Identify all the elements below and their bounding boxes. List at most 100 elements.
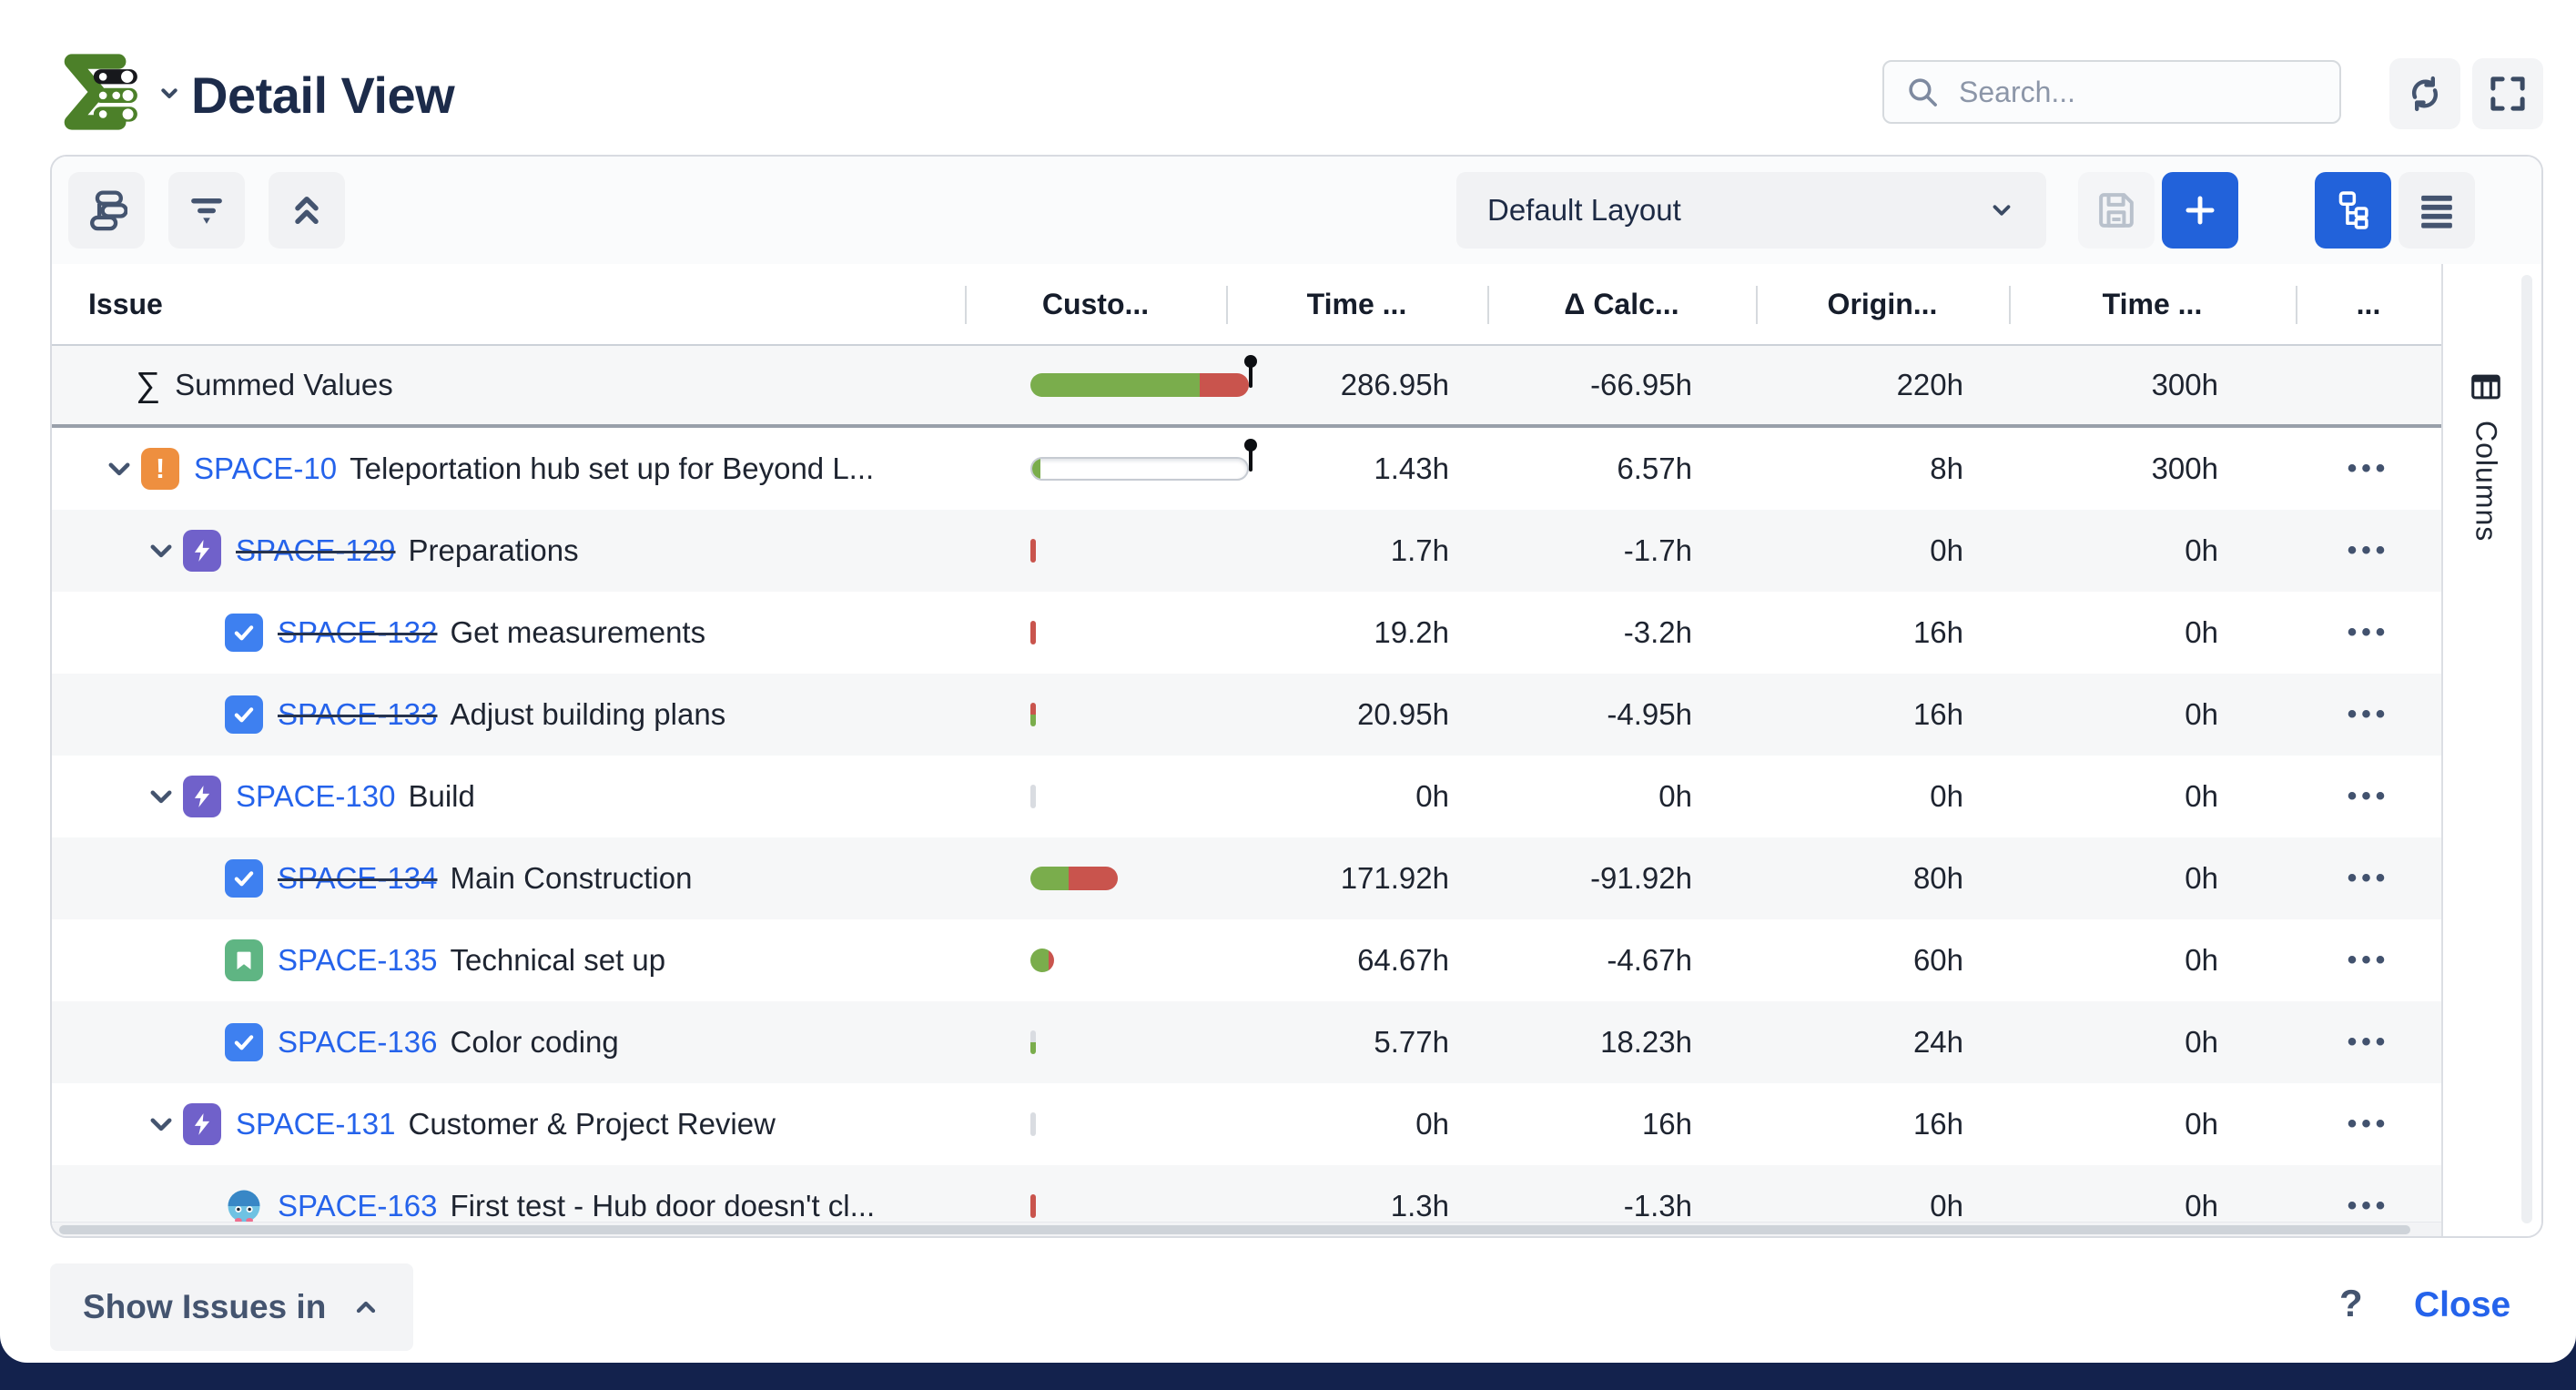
- row-menu-button[interactable]: •••: [2347, 1027, 2390, 1057]
- original-estimate-value: 16h: [1912, 1107, 1963, 1141]
- app-logo-sigma-icon: [64, 54, 137, 130]
- row-menu-button[interactable]: •••: [2347, 699, 2390, 729]
- column-header-3[interactable]: Δ Calc...: [1487, 264, 1756, 344]
- fullscreen-button[interactable]: [2472, 58, 2543, 129]
- tree-view-button[interactable]: [2315, 172, 2391, 249]
- search-input[interactable]: [1959, 75, 2321, 109]
- subtask-check-icon: [225, 695, 263, 734]
- progress-tick: [1030, 1194, 1036, 1218]
- column-header-4[interactable]: Origin...: [1756, 264, 2009, 344]
- row-menu-button[interactable]: •••: [2347, 1109, 2390, 1139]
- row-menu-button[interactable]: •••: [2347, 535, 2390, 565]
- issue-key-link[interactable]: SPACE-129: [236, 533, 396, 567]
- horizontal-scrollbar[interactable]: [52, 1222, 2441, 1236]
- filter-button[interactable]: [168, 172, 245, 249]
- time-logged-value: 0h: [2185, 697, 2218, 731]
- show-issues-in-label: Show Issues in: [83, 1288, 327, 1325]
- modal-header: Detail View: [0, 0, 2576, 157]
- collapse-all-icon: [295, 196, 319, 225]
- column-header-5[interactable]: Time ...: [2009, 264, 2296, 344]
- list-view-button[interactable]: [2399, 172, 2475, 249]
- chevron-down-icon[interactable]: [139, 781, 183, 812]
- issue-row-space-130[interactable]: SPACE-130 Build 0h 0h 0h 0h •••: [52, 756, 2441, 837]
- issue-row-space-133[interactable]: SPACE-133 Adjust building plans 20.95h -…: [52, 674, 2441, 756]
- view-switcher-chevron-down-icon[interactable]: [155, 78, 184, 107]
- issue-key-link[interactable]: SPACE-10: [194, 451, 338, 485]
- original-estimate-value: 80h: [1912, 861, 1963, 895]
- collapse-all-button[interactable]: [269, 172, 345, 249]
- chevron-down-icon[interactable]: [139, 1109, 183, 1140]
- issue-row-space-129[interactable]: SPACE-129 Preparations 1.7h -1.7h 0h 0h …: [52, 510, 2441, 592]
- issue-key-link[interactable]: SPACE-134: [278, 861, 438, 895]
- epic-bolt-icon: [183, 1103, 221, 1145]
- time-logged-value: 0h: [2185, 533, 2218, 567]
- delta-calculated-value: -4.67h: [1607, 943, 1692, 977]
- show-issues-in-button[interactable]: Show Issues in: [50, 1263, 414, 1351]
- row-menu-button[interactable]: •••: [2347, 453, 2390, 483]
- row-menu-button[interactable]: •••: [2347, 781, 2390, 811]
- layout-select[interactable]: Default Layout: [1456, 172, 2046, 249]
- issue-key-link[interactable]: SPACE-132: [278, 615, 438, 649]
- issue-key-link[interactable]: SPACE-163: [278, 1189, 438, 1223]
- row-menu-button[interactable]: •••: [2347, 863, 2390, 893]
- fullscreen-icon: [2490, 76, 2525, 111]
- issue-key-link[interactable]: SPACE-133: [278, 697, 438, 731]
- issue-row-space-136[interactable]: SPACE-136 Color coding 5.77h 18.23h 24h …: [52, 1001, 2441, 1083]
- sigma-icon: ∑: [136, 365, 161, 404]
- issue-summary: First test - Hub door doesn't cl...: [450, 1189, 876, 1223]
- add-issue-button[interactable]: [2162, 172, 2238, 249]
- chevron-down-icon[interactable]: [97, 453, 141, 484]
- issue-row-space-131[interactable]: SPACE-131 Customer & Project Review 0h 1…: [52, 1083, 2441, 1165]
- help-button[interactable]: ?: [2339, 1282, 2363, 1324]
- issue-key-link[interactable]: SPACE-135: [278, 943, 438, 977]
- column-header-1[interactable]: Custo...: [965, 264, 1226, 344]
- target-pin-icon: [1244, 355, 1257, 388]
- column-header-issue[interactable]: Issue: [88, 287, 163, 320]
- table-header-row: Issue Custo... Time ... Δ Calc... Origin... T…: [52, 264, 2441, 346]
- progress-tick: [1030, 621, 1036, 644]
- panel-toolbar: Default Layout: [52, 157, 2541, 264]
- original-estimate-value: 0h: [1930, 533, 1963, 567]
- column-header-2[interactable]: Time ...: [1226, 264, 1487, 344]
- issue-summary: Customer & Project Review: [408, 1107, 776, 1141]
- horizontal-scrollbar-thumb[interactable]: [59, 1224, 2410, 1234]
- issue-key-link[interactable]: SPACE-131: [236, 1107, 396, 1141]
- issue-key-link[interactable]: SPACE-130: [236, 779, 396, 813]
- issue-summary: Adjust building plans: [450, 697, 726, 731]
- row-menu-button[interactable]: •••: [2347, 617, 2390, 647]
- custom-bug-icon: [225, 1186, 263, 1226]
- issue-summary: Build: [408, 779, 475, 813]
- subtask-check-icon: [225, 1023, 263, 1061]
- issue-summary: Preparations: [408, 533, 579, 567]
- issue-table: Issue Custo... Time ... Δ Calc... Origin... T…: [52, 264, 2441, 1236]
- row-menu-button[interactable]: •••: [2347, 1191, 2390, 1221]
- chevron-down-icon: [1993, 205, 2011, 216]
- summed-values-row: ∑ Summed Values 286.95h -66.95h 220h 300…: [52, 346, 2441, 428]
- progress-bar: [1030, 439, 1257, 481]
- column-header-6[interactable]: ...: [2296, 264, 2441, 344]
- save-icon: [2099, 193, 2134, 228]
- search-box: [1882, 60, 2341, 124]
- chevron-down-icon[interactable]: [139, 535, 183, 566]
- time-logged-value: 300h: [2151, 451, 2218, 485]
- vertical-scrollbar[interactable]: [2521, 275, 2532, 1223]
- original-estimate-value: 0h: [1930, 1189, 1963, 1223]
- summed-values-label: Summed Values: [175, 368, 393, 401]
- close-button[interactable]: Close: [2414, 1285, 2511, 1324]
- time-logged-value: 0h: [2185, 1025, 2218, 1059]
- time-spent-value: 0h: [1415, 779, 1449, 813]
- group-structure-button[interactable]: [68, 172, 145, 249]
- issue-row-space-10[interactable]: ! SPACE-10 Teleportation hub set up for …: [52, 428, 2441, 510]
- issue-row-space-135[interactable]: SPACE-135 Technical set up 64.67h -4.67h…: [52, 919, 2441, 1001]
- original-estimate-value: 16h: [1912, 697, 1963, 731]
- refresh-button[interactable]: [2389, 58, 2460, 129]
- progress-tick: [1030, 1112, 1036, 1136]
- row-menu-button[interactable]: •••: [2347, 945, 2390, 975]
- issue-row-space-132[interactable]: SPACE-132 Get measurements 19.2h -3.2h 1…: [52, 592, 2441, 674]
- issue-key-link[interactable]: SPACE-136: [278, 1025, 438, 1059]
- save-layout-button[interactable]: [2078, 172, 2155, 249]
- original-estimate-value: 220h: [1896, 368, 1963, 401]
- time-spent-value: 20.95h: [1357, 697, 1449, 731]
- issue-row-space-134[interactable]: SPACE-134 Main Construction 171.92h -91.…: [52, 837, 2441, 919]
